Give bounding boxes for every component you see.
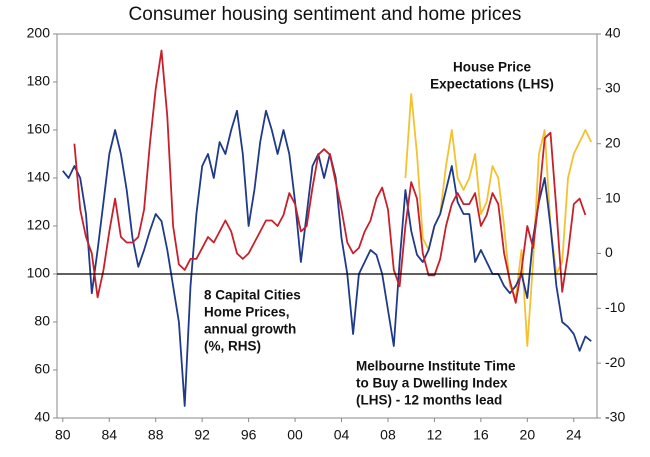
x-tick-label: 96	[241, 427, 257, 443]
series-line	[62, 109, 592, 407]
y2-tick-label: -20	[605, 354, 625, 370]
annotation: (LHS) - 12 months lead	[356, 393, 502, 408]
y2-tick-label: 0	[605, 244, 613, 260]
series-line	[73, 49, 587, 304]
annotation: Expectations (LHS)	[430, 77, 554, 92]
y-tick-label: 160	[27, 121, 51, 137]
x-tick-label: 24	[566, 427, 582, 443]
y2-tick-label: 10	[605, 189, 621, 205]
x-tick-label: 80	[55, 427, 71, 443]
annotation: House Price	[453, 60, 532, 75]
x-tick-label: 00	[287, 427, 303, 443]
plot-frame	[56, 33, 598, 419]
chart-title: Consumer housing sentiment and home pric…	[129, 4, 522, 25]
x-tick-label: 92	[194, 427, 210, 443]
y2-tick-label: -30	[605, 409, 625, 425]
y2-tick-label: 30	[605, 80, 621, 96]
annotation: annual growth	[204, 322, 296, 337]
y-tick-label: 180	[27, 73, 51, 89]
y-tick-label: 140	[27, 169, 51, 185]
y-tick-label: 120	[27, 217, 51, 233]
annotation: 8 Capital Cities	[204, 288, 301, 303]
y2-tick-label: 20	[605, 134, 621, 150]
x-tick-label: 84	[101, 427, 117, 443]
annotation: Home Prices,	[204, 305, 290, 320]
x-tick-label: 16	[473, 427, 489, 443]
annotation: Melbourne Institute Time	[356, 359, 516, 374]
y-tick-label: 200	[27, 25, 51, 41]
y-tick-label: 60	[34, 361, 50, 377]
x-tick-label: 88	[148, 427, 164, 443]
y2-tick-label: 40	[605, 25, 621, 41]
y-tick-label: 40	[34, 409, 50, 425]
y-tick-label: 100	[27, 265, 51, 281]
x-tick-label: 20	[520, 427, 536, 443]
x-tick-label: 12	[427, 427, 443, 443]
y2-tick-label: -10	[605, 299, 625, 315]
x-tick-label: 04	[334, 427, 350, 443]
series-line	[404, 93, 593, 347]
annotation: to Buy a Dwelling Index	[356, 376, 508, 391]
x-tick-label: 08	[380, 427, 396, 443]
annotation: (%, RHS)	[204, 339, 261, 354]
y-tick-label: 80	[34, 313, 50, 329]
